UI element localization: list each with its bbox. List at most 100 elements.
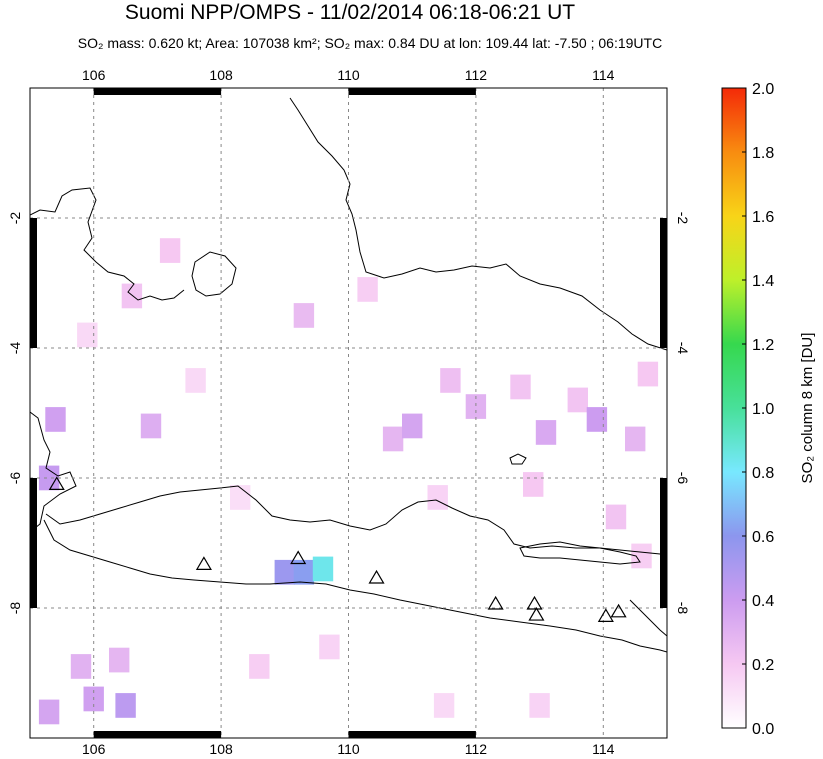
coastline-java-south <box>43 519 667 653</box>
so2-pixel <box>45 407 66 432</box>
so2-pixel <box>249 654 270 679</box>
so2-pixel <box>159 238 181 263</box>
map-frame <box>30 88 667 738</box>
colorbar-tick-label: 1.6 <box>752 209 774 226</box>
so2-pixel <box>637 361 659 387</box>
so2-pixel <box>625 426 646 452</box>
area-text: Area: 107038 km²; <box>205 35 321 51</box>
lat-tick-label-left: -6 <box>7 472 23 485</box>
coastline-karimunjawa <box>509 453 527 465</box>
so2-pixel <box>605 504 627 530</box>
so2-mass-text: SO₂ mass: 0.620 kt; <box>77 35 203 51</box>
lon-tick-label-top: 108 <box>209 67 233 83</box>
frame-bar <box>30 478 37 608</box>
so2-pixel <box>115 693 136 718</box>
map-title: Suomi NPP/OMPS - 11/02/2014 06:18-06:21 … <box>124 1 576 24</box>
lon-tick-label-top: 106 <box>82 67 106 83</box>
so2-pixel <box>510 374 531 400</box>
volcano-triangle-icon <box>48 476 65 490</box>
frame-bar <box>660 478 667 608</box>
so2-pixel <box>535 420 557 445</box>
frame-bar <box>93 731 222 738</box>
so2-pixel <box>274 559 295 585</box>
volcano-triangle-icon <box>290 550 307 565</box>
so2-pixel <box>427 485 448 510</box>
volcano-triangle-icon <box>528 606 545 621</box>
frame-bar <box>30 218 37 348</box>
lon-tick-label-bottom: 110 <box>337 741 360 757</box>
lat-tick-label-left: -4 <box>7 342 23 355</box>
volcano-triangle-icon <box>610 603 627 618</box>
so2-pixel <box>567 387 588 413</box>
volcano-triangle-icon <box>597 608 614 622</box>
so2-pixel <box>230 485 251 510</box>
coastline-sumatra <box>30 187 185 533</box>
coastline-bali-strait <box>629 599 667 637</box>
graticule <box>30 88 667 738</box>
so2-pixel <box>586 407 608 432</box>
volcano-triangle-icon <box>526 595 543 610</box>
lat-tick-label-right: -8 <box>675 602 691 615</box>
frame-bar <box>348 731 476 738</box>
lon-tick-label-top: 112 <box>465 67 488 83</box>
colorbar-tick-label: 0.8 <box>752 465 774 482</box>
volcano-markers <box>48 476 627 622</box>
volcano-triangle-icon <box>487 595 504 610</box>
so2-pixel <box>77 322 98 348</box>
so2-pixel <box>38 465 60 491</box>
colorbar-tick-label: 2.0 <box>752 81 774 98</box>
so2-pixel <box>402 413 423 439</box>
so2-pixel <box>38 699 60 725</box>
colorbar-tick-label: 1.8 <box>752 145 774 162</box>
colorbar-tick-label: 0.6 <box>752 529 774 546</box>
so2-max-text: SO₂ max: 0.84 DU at lon: 109.44 lat: -7.… <box>324 35 663 51</box>
lat-tick-label-right: -2 <box>675 212 691 225</box>
so2-pixel <box>312 556 334 582</box>
so2-pixel <box>70 654 92 679</box>
so2-pixel <box>293 303 315 328</box>
volcano-triangle-icon <box>368 569 385 584</box>
coastlines <box>30 97 667 653</box>
frame-bar <box>93 88 222 95</box>
lon-tick-label-bottom: 112 <box>465 741 488 757</box>
frame-bar <box>660 218 667 348</box>
so2-pixel <box>382 426 404 452</box>
coastline-borneo <box>289 97 667 351</box>
lon-tick-label-bottom: 114 <box>592 741 615 757</box>
so2-pixel-layer <box>38 238 659 725</box>
colorbar-ticks: 0.0 0.2 0.4 0.6 0.8 1.0 1.2 1.4 1.6 1.8 2.0 <box>742 81 774 738</box>
lon-tick-label-bottom: 106 <box>82 741 106 757</box>
so2-pixel <box>109 647 130 673</box>
so2-pixel <box>357 277 378 302</box>
lon-tick-label-top: 110 <box>337 67 360 83</box>
lon-tick-label-bottom: 108 <box>209 741 233 757</box>
volcano-triangle-icon <box>195 556 212 570</box>
so2-pixel <box>433 693 455 718</box>
colorbar-tick-label: 0.4 <box>752 593 774 610</box>
lat-tick-label-left: -8 <box>7 602 23 615</box>
coastline-madura <box>519 541 641 565</box>
colorbar-tick-label: 1.2 <box>752 337 774 354</box>
so2-pixel <box>140 413 162 439</box>
lat-tick-label-left: -2 <box>7 212 23 225</box>
so2-pixel <box>523 472 544 497</box>
so2-pixel <box>293 559 315 585</box>
so2-pixel <box>185 368 206 393</box>
colorbar-tick-label: 1.0 <box>752 401 774 418</box>
lat-tick-label-right: -6 <box>675 472 691 485</box>
colorbar-tick-label: 0.2 <box>752 657 774 674</box>
coastline-java-north <box>45 485 667 557</box>
so2-pixel <box>121 283 143 309</box>
frame-bar <box>348 88 476 95</box>
colorbar-tick-label: 1.4 <box>752 273 774 290</box>
colorbar-tick-label: 0.0 <box>752 721 774 738</box>
lon-tick-label-top: 114 <box>592 67 615 83</box>
coastline-bangka <box>191 251 237 297</box>
lat-tick-label-right: -4 <box>675 342 691 355</box>
map-border <box>29 87 668 739</box>
so2-pixel <box>440 368 461 393</box>
map-subtitle: SO₂ mass: 0.620 kt; Area: 107038 km²; SO… <box>0 34 740 52</box>
axis-tick-labels: 106 106 108 108 110 110 112 112 114 114 -2 -2 -4 -4 -6… <box>7 67 691 757</box>
so2-pixel <box>465 394 487 419</box>
colorbar-label: SO₂ column 8 km [DU] <box>799 333 816 484</box>
